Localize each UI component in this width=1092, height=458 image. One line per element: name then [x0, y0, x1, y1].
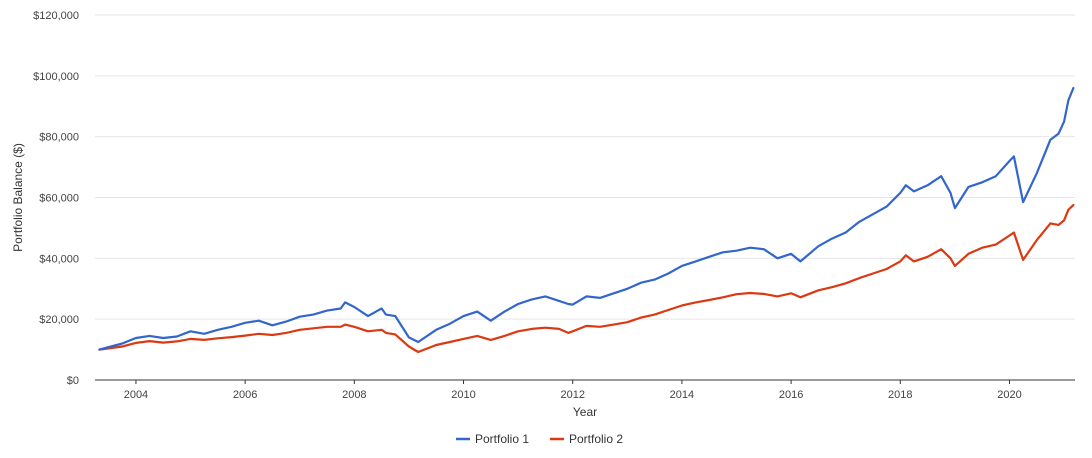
x-tick-label: 2012: [560, 389, 584, 401]
x-axis-ticks: 2004 2006 2008 2010 2012 2014 2016 2018 2020: [124, 380, 1022, 401]
series-lines: [98, 86, 1075, 354]
x-tick-label: 2014: [670, 389, 694, 401]
x-axis-title: Year: [573, 405, 597, 419]
series-line-portfolio-2: [98, 204, 1075, 354]
x-tick-label: 2020: [997, 389, 1021, 401]
y-tick-label: $120,000: [33, 10, 79, 22]
y-tick-label: $0: [67, 375, 79, 387]
x-tick-label: 2004: [124, 389, 148, 401]
y-tick-label: $20,000: [39, 314, 79, 326]
x-tick-label: 2008: [342, 389, 366, 401]
legend-item-portfolio-2[interactable]: Portfolio 2: [569, 432, 623, 446]
legend-item-portfolio-1[interactable]: Portfolio 1: [475, 432, 529, 446]
y-tick-label: $60,000: [39, 193, 79, 205]
x-tick-label: 2018: [888, 389, 912, 401]
gridlines: [95, 14, 1075, 320]
legend[interactable]: Portfolio 1 Portfolio 2: [456, 432, 623, 446]
y-tick-label: $40,000: [39, 253, 79, 265]
x-tick-label: 2006: [233, 389, 257, 401]
x-tick-label: 2010: [451, 389, 475, 401]
y-axis-title: Portfolio Balance ($): [11, 143, 25, 252]
series-line-portfolio-1: [98, 86, 1075, 351]
y-tick-label: $80,000: [39, 132, 79, 144]
y-tick-label: $100,000: [33, 71, 79, 83]
y-axis-ticks: $0 $20,000 $40,000 $60,000 $80,000 $100,000 $1…: [33, 10, 79, 387]
x-tick-label: 2016: [779, 389, 803, 401]
